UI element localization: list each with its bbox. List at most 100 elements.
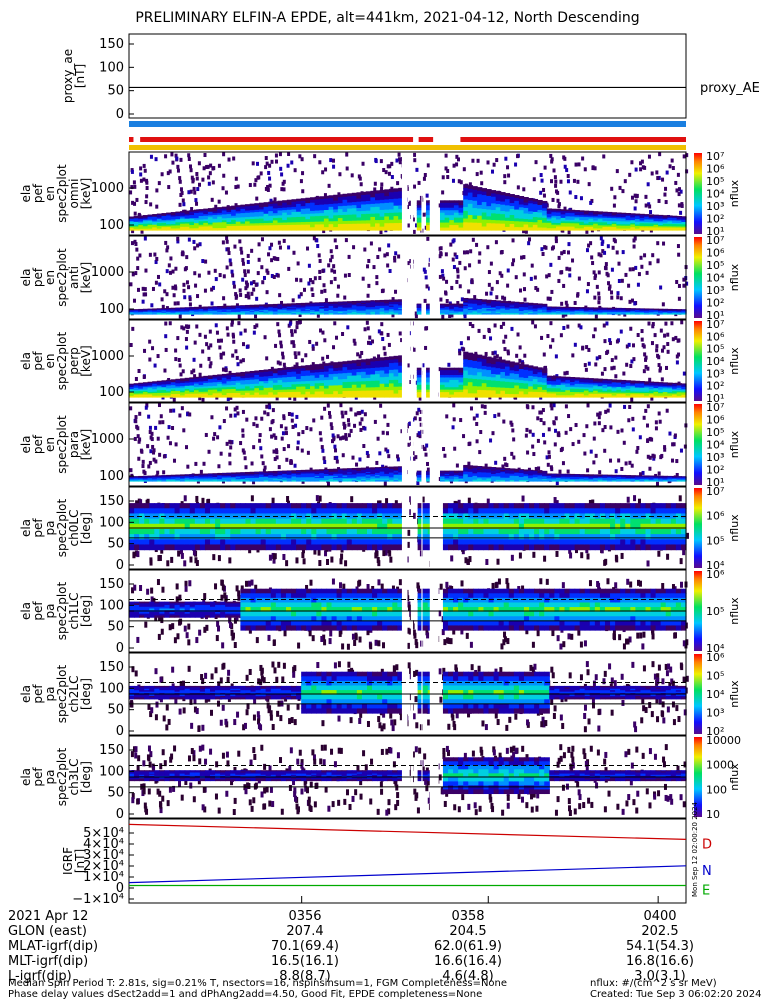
flux-cell xyxy=(249,203,255,207)
data-gap xyxy=(421,152,423,235)
flux-cell xyxy=(240,204,246,208)
flux-cell xyxy=(361,204,367,209)
noise-pixel xyxy=(274,343,278,348)
flux-cell xyxy=(491,223,497,228)
noise-pixel xyxy=(135,247,139,252)
flux-cell xyxy=(602,225,608,228)
noise-pixel xyxy=(411,217,415,222)
colorbar xyxy=(694,237,702,318)
noise-pixel xyxy=(614,355,618,360)
noise-pixel xyxy=(384,170,388,175)
noise-pixel xyxy=(343,295,347,300)
flux-cell xyxy=(133,218,139,221)
noise-pixel xyxy=(292,250,296,255)
noise-pixel xyxy=(327,263,331,268)
flux-cell xyxy=(532,227,539,231)
flux-cell xyxy=(495,200,501,205)
flux-cell xyxy=(258,220,265,224)
y-axis-label: omni xyxy=(67,179,81,209)
noise-pixel xyxy=(291,340,295,345)
data-gap xyxy=(401,236,408,319)
flux-cell xyxy=(142,227,149,230)
noise-pixel xyxy=(425,193,429,198)
flux-cell xyxy=(653,228,659,231)
noise-pixel xyxy=(576,292,580,297)
noise-pixel xyxy=(358,176,362,181)
noise-pixel xyxy=(664,200,668,205)
flux-cell xyxy=(523,213,529,217)
noise-pixel xyxy=(412,184,416,189)
noise-pixel xyxy=(456,301,460,306)
flux-cell xyxy=(375,216,381,221)
noise-pixel xyxy=(597,252,601,257)
noise-pixel xyxy=(630,160,634,165)
status-band-red xyxy=(129,137,134,142)
noise-pixel xyxy=(269,198,273,203)
noise-pixel xyxy=(363,247,367,252)
flux-cell xyxy=(314,199,320,203)
flux-cell xyxy=(184,217,190,220)
flux-cell xyxy=(198,223,204,226)
noise-pixel xyxy=(203,153,207,158)
flux-cell xyxy=(583,210,590,213)
flux-cell xyxy=(207,313,214,315)
flux-cell xyxy=(184,395,190,398)
flux-cell xyxy=(305,394,311,398)
flux-cell xyxy=(166,218,172,221)
noise-pixel xyxy=(489,291,493,296)
noise-pixel xyxy=(593,166,597,171)
flux-cell xyxy=(569,224,576,228)
noise-pixel xyxy=(252,330,256,335)
flux-cell xyxy=(653,224,659,227)
flux-cell xyxy=(258,216,265,220)
flux-cell xyxy=(426,210,432,214)
flux-cell xyxy=(528,200,534,204)
noise-pixel xyxy=(386,332,390,337)
noise-pixel xyxy=(465,250,469,255)
noise-pixel xyxy=(462,167,466,172)
noise-pixel xyxy=(266,270,270,275)
noise-pixel xyxy=(568,273,572,278)
flux-cell xyxy=(375,206,381,211)
flux-cell xyxy=(532,204,539,208)
noise-pixel xyxy=(563,371,567,376)
noise-pixel xyxy=(352,338,356,343)
noise-pixel xyxy=(239,359,243,364)
flux-cell xyxy=(439,210,446,214)
noise-pixel xyxy=(646,182,650,187)
noise-pixel xyxy=(191,179,195,184)
flux-cell xyxy=(286,202,293,206)
flux-cell xyxy=(170,216,177,219)
flux-cell xyxy=(296,222,302,226)
flux-cell xyxy=(514,206,520,211)
flux-cell xyxy=(611,222,617,225)
flux-cell xyxy=(347,226,353,231)
noise-pixel xyxy=(188,302,192,307)
noise-pixel xyxy=(552,168,556,173)
noise-pixel xyxy=(218,345,222,350)
noise-pixel xyxy=(625,362,629,367)
flux-cell xyxy=(337,194,344,198)
noise-pixel xyxy=(478,251,482,256)
noise-pixel xyxy=(194,198,198,203)
noise-pixel xyxy=(330,268,334,273)
flux-cell xyxy=(630,213,636,216)
flux-cell xyxy=(672,224,678,226)
flux-cell xyxy=(180,313,186,315)
noise-pixel xyxy=(452,265,456,270)
noise-pixel xyxy=(333,269,337,274)
flux-cell xyxy=(217,220,223,223)
flux-cell xyxy=(551,221,557,224)
flux-cell xyxy=(607,228,613,231)
noise-pixel xyxy=(143,348,147,353)
flux-cell xyxy=(398,212,404,217)
noise-pixel xyxy=(542,352,546,357)
noise-pixel xyxy=(179,157,183,162)
flux-cell xyxy=(375,190,381,195)
noise-pixel xyxy=(550,179,554,184)
flux-cell xyxy=(152,215,158,218)
flux-cell xyxy=(138,227,144,230)
y-axis-label: proxy_ae xyxy=(61,49,75,103)
flux-cell xyxy=(337,200,344,204)
noise-pixel xyxy=(241,261,245,266)
